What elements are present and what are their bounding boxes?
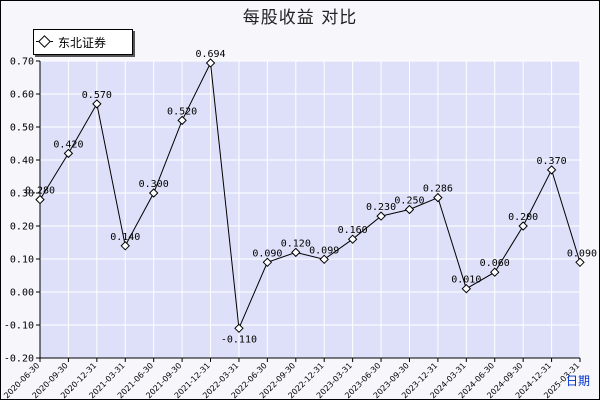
data-label: 0.280	[25, 186, 55, 197]
data-label: 0.090	[252, 248, 282, 259]
data-point	[205, 58, 216, 68]
data-label: 0.060	[480, 258, 510, 269]
data-point	[319, 254, 329, 265]
plot-area	[40, 61, 580, 358]
data-label: 0.250	[394, 196, 424, 207]
data-label: 0.099	[309, 245, 339, 256]
data-point	[575, 257, 585, 268]
data-point	[376, 211, 386, 221]
series-layer	[35, 58, 585, 334]
data-label: 0.010	[451, 275, 481, 286]
data-point	[433, 192, 443, 203]
data-point	[347, 234, 358, 244]
data-point	[177, 115, 187, 126]
y-tick-label: -0.10	[4, 321, 34, 332]
y-tick-label: 0.40	[10, 156, 34, 167]
data-label: 0.140	[110, 232, 140, 243]
data-label: 0.420	[53, 139, 83, 150]
y-tick-label: 0.10	[10, 255, 34, 266]
data-point	[120, 241, 130, 251]
legend: 东北证券	[33, 29, 133, 55]
data-point	[546, 165, 557, 175]
data-label: 0.160	[338, 225, 368, 236]
data-point	[461, 283, 472, 294]
data-label: 0.570	[82, 90, 112, 101]
y-tick-label: -0.20	[4, 354, 34, 365]
y-tick-label: 0.20	[10, 222, 34, 233]
data-label: 0.230	[366, 202, 396, 213]
data-point	[234, 323, 244, 334]
data-point	[490, 267, 500, 277]
data-point	[291, 247, 301, 258]
x-axis-label: 日期	[566, 374, 590, 388]
y-tick-label: 0.00	[10, 288, 34, 299]
data-label: 0.520	[167, 106, 197, 117]
data-point	[35, 194, 45, 205]
data-point	[148, 188, 159, 198]
data-labels: 0.280 0.420 0.570 0.140 0.300 0.520 0.694 -0.11…	[25, 49, 597, 345]
data-point	[63, 148, 74, 159]
data-label: 0.370	[537, 156, 567, 167]
data-label: 0.300	[139, 179, 169, 190]
grid-lines	[39, 60, 581, 359]
data-label: 0.090	[567, 248, 597, 259]
y-tick-label: 0.60	[10, 90, 34, 101]
data-label: 0.200	[508, 212, 538, 223]
y-tick-label: 0.50	[10, 123, 34, 134]
data-point	[92, 99, 102, 109]
data-point	[404, 204, 415, 215]
data-label: 0.694	[195, 49, 225, 60]
legend-label: 东北证券	[58, 36, 107, 50]
legend-diamond-marker	[38, 35, 51, 48]
y-tick-label: 0.30	[10, 189, 34, 200]
series-line	[39, 61, 581, 331]
chart-title: 每股收益 对比	[242, 8, 358, 28]
data-point	[518, 221, 528, 231]
data-label: 0.286	[423, 184, 453, 195]
data-label: -0.110	[221, 334, 257, 345]
data-point	[262, 257, 273, 268]
data-label: 0.120	[281, 238, 311, 249]
y-tick-label: 0.70	[10, 57, 34, 68]
